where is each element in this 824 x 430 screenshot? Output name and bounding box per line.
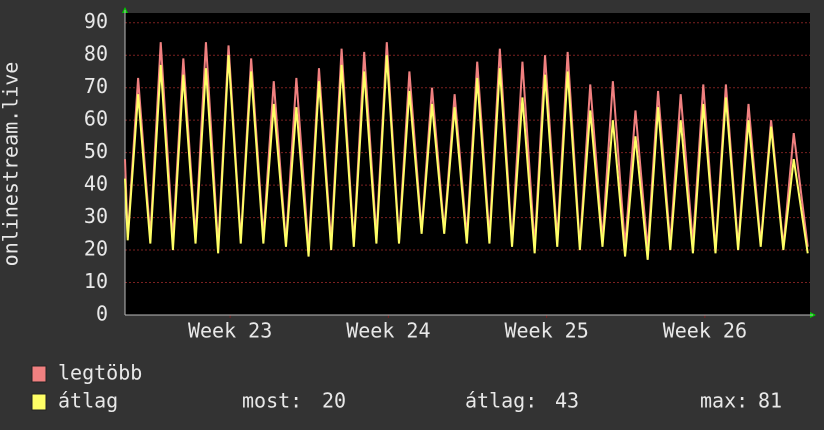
legend-label: legtöbb [58,361,142,385]
x-tick-label: Week 25 [504,319,588,343]
y-tick-label: 50 [84,139,108,163]
legend-swatch [31,393,47,411]
x-tick-label: Week 24 [346,319,430,343]
y-tick-label: 90 [84,9,108,33]
stat-value: 43 [555,389,579,413]
stat-label: max: [700,389,748,413]
y-tick-label: 80 [84,42,108,66]
stat-label: átlag: [465,389,537,413]
stat-value: 20 [322,389,346,413]
legend-label: átlag [58,389,118,413]
stat-label: most: [242,389,302,413]
y-tick-label: 30 [84,204,108,228]
y-tick-label: 70 [84,74,108,98]
y-axis-title: onlinestream.live [0,62,23,267]
y-tick-label: 20 [84,237,108,261]
x-tick-label: Week 26 [663,319,747,343]
y-tick-label: 10 [84,269,108,293]
x-tick-label: Week 23 [188,319,272,343]
y-tick-label: 60 [84,107,108,131]
y-tick-label: 40 [84,172,108,196]
stat-value: 81 [758,389,782,413]
series-line [124,55,809,260]
legend-swatch [31,365,47,383]
y-tick-label: 0 [96,302,108,326]
plot-area [125,13,810,315]
